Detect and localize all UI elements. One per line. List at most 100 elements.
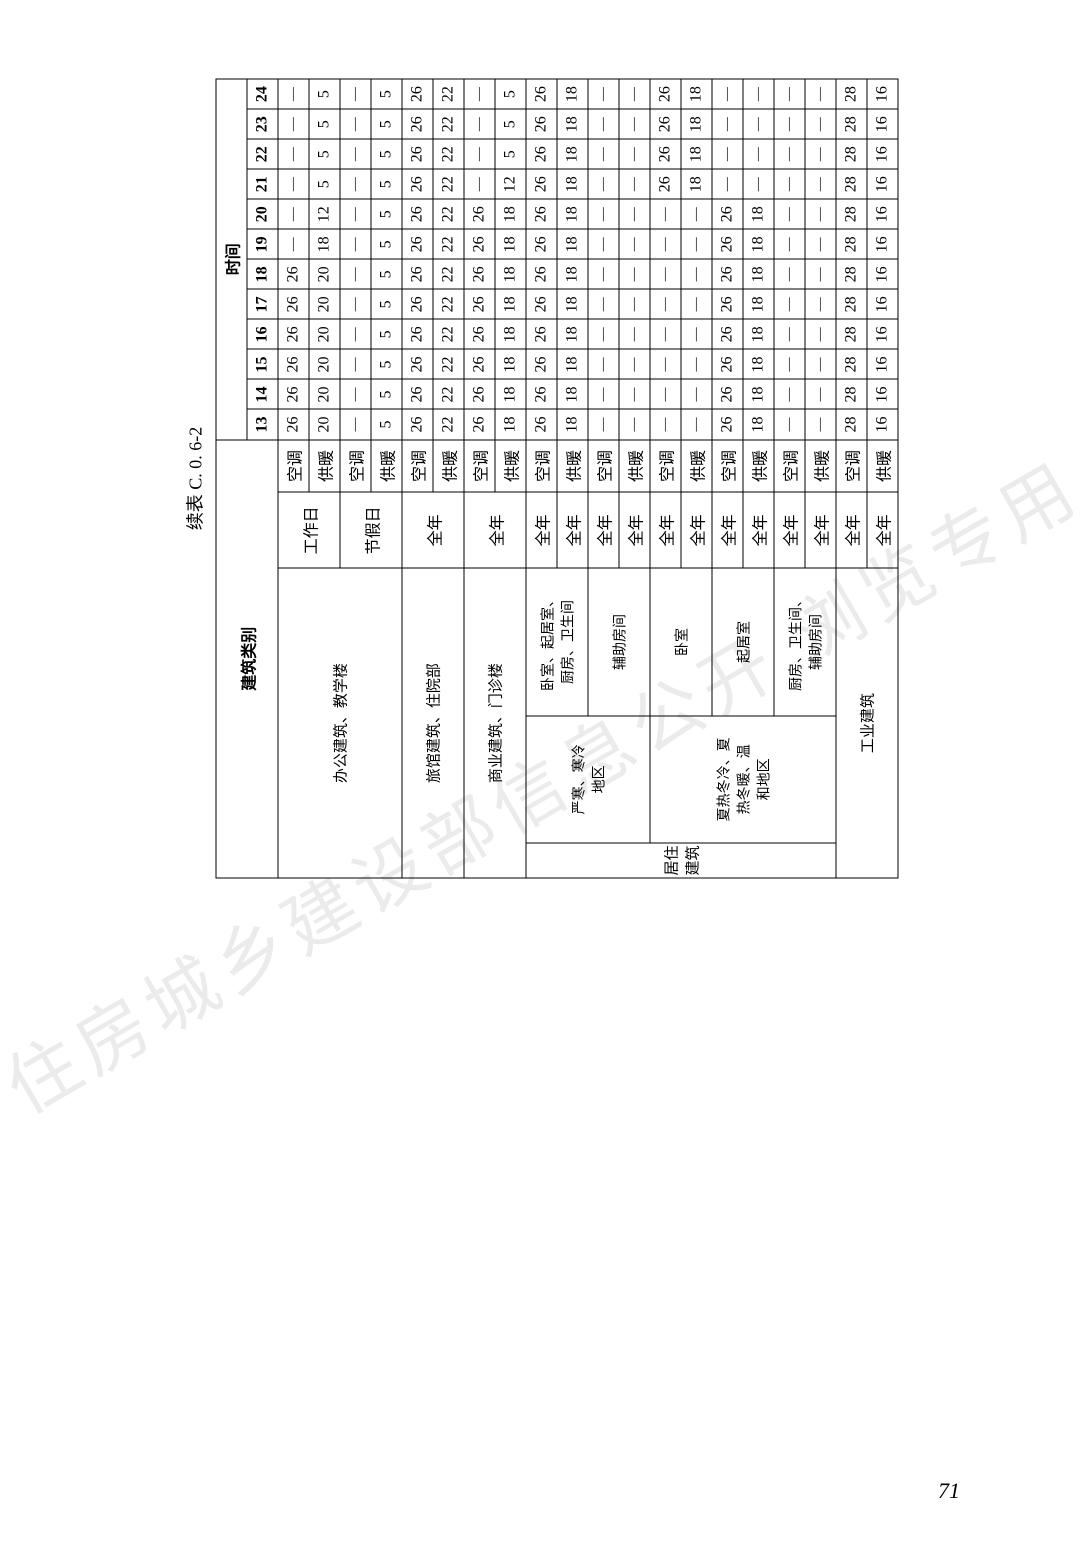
value-cell: — — [805, 259, 836, 289]
value-cell: 18 — [743, 229, 774, 259]
value-cell: 5 — [495, 139, 526, 169]
value-cell: — — [774, 379, 805, 409]
value-cell: 26 — [402, 199, 433, 229]
value-cell: — — [650, 410, 681, 440]
value-cell: 18 — [743, 379, 774, 409]
value-cell: — — [681, 379, 712, 409]
value-cell: — — [619, 410, 650, 440]
value-cell: 26 — [278, 410, 309, 440]
value-cell: — — [774, 109, 805, 139]
value-cell: 16 — [867, 139, 898, 169]
value-cell: 26 — [278, 319, 309, 349]
value-cell: — — [681, 410, 712, 440]
value-cell: 18 — [557, 319, 588, 349]
mode-cell: 供暖 — [805, 440, 836, 493]
value-cell: 26 — [278, 379, 309, 409]
value-cell: 22 — [433, 139, 464, 169]
table-row: 工业建筑 全年 空调 282828282828282828282828 — [836, 79, 867, 878]
value-cell: 18 — [495, 410, 526, 440]
value-cell: — — [619, 229, 650, 259]
value-cell: 28 — [836, 319, 867, 349]
value-cell: — — [774, 139, 805, 169]
mode-cell: 供暖 — [619, 440, 650, 493]
hour-header: 19 — [247, 229, 278, 259]
value-cell: — — [464, 169, 495, 199]
value-cell: — — [619, 319, 650, 349]
value-cell: — — [619, 169, 650, 199]
value-cell: 26 — [526, 79, 557, 109]
value-cell: 26 — [526, 259, 557, 289]
value-cell: 16 — [867, 410, 898, 440]
value-cell: — — [743, 79, 774, 109]
mode-cell: 供暖 — [309, 440, 340, 493]
value-cell: 26 — [650, 109, 681, 139]
value-cell: 16 — [867, 229, 898, 259]
value-cell: 5 — [309, 139, 340, 169]
value-cell: — — [278, 79, 309, 109]
value-cell: 18 — [557, 139, 588, 169]
hour-header: 13 — [247, 410, 278, 440]
value-cell: — — [774, 79, 805, 109]
value-cell: 28 — [836, 289, 867, 319]
value-cell: 28 — [836, 379, 867, 409]
value-cell: — — [278, 109, 309, 139]
value-cell: 26 — [402, 379, 433, 409]
table-row: 商业建筑、门诊楼 全年 空调 2626262626262626———— — [464, 79, 495, 878]
value-cell: 16 — [867, 289, 898, 319]
value-cell: — — [340, 259, 371, 289]
hour-header: 18 — [247, 259, 278, 289]
value-cell: 5 — [371, 319, 402, 349]
mode-cell: 供暖 — [557, 440, 588, 493]
value-cell: 26 — [526, 379, 557, 409]
value-cell: 18 — [495, 199, 526, 229]
value-cell: 28 — [836, 109, 867, 139]
value-cell: 26 — [464, 199, 495, 229]
value-cell: — — [464, 109, 495, 139]
day-cell: 全年 — [805, 492, 836, 568]
mode-cell: 空调 — [464, 440, 495, 493]
value-cell: — — [619, 79, 650, 109]
value-cell: 18 — [557, 229, 588, 259]
table-body: 办公建筑、教学楼 工作日 空调 262626262626—————— 供暖 20… — [278, 79, 898, 878]
time-header: 时间 — [216, 79, 247, 440]
value-cell: — — [774, 229, 805, 259]
mode-cell: 空调 — [774, 440, 805, 493]
value-cell: — — [805, 109, 836, 139]
value-cell: — — [340, 289, 371, 319]
category-header: 建筑类别 — [216, 440, 278, 878]
value-cell: 20 — [309, 319, 340, 349]
value-cell: — — [340, 349, 371, 379]
value-cell: — — [619, 379, 650, 409]
value-cell: 18 — [557, 199, 588, 229]
value-cell: — — [650, 349, 681, 379]
mode-cell: 供暖 — [433, 440, 464, 493]
value-cell: 5 — [371, 169, 402, 199]
value-cell: — — [805, 349, 836, 379]
value-cell: 26 — [278, 259, 309, 289]
value-cell: 26 — [402, 289, 433, 319]
hour-header: 20 — [247, 199, 278, 229]
value-cell: 20 — [309, 379, 340, 409]
value-cell: 16 — [867, 199, 898, 229]
sub-hot: 夏热冬冷、夏热冬暖、温和地区 — [650, 716, 836, 843]
value-cell: 5 — [371, 199, 402, 229]
value-cell: 26 — [712, 319, 743, 349]
value-cell: 20 — [309, 410, 340, 440]
day-cell: 全年 — [557, 492, 588, 568]
value-cell: 26 — [526, 199, 557, 229]
value-cell: — — [619, 199, 650, 229]
hour-header: 14 — [247, 379, 278, 409]
value-cell: 26 — [402, 79, 433, 109]
day-cell: 全年 — [867, 492, 898, 568]
day-cell: 全年 — [464, 492, 526, 568]
hour-header: 23 — [247, 109, 278, 139]
value-cell: 26 — [402, 349, 433, 379]
value-cell: — — [588, 289, 619, 319]
value-cell: 22 — [433, 109, 464, 139]
value-cell: 22 — [433, 379, 464, 409]
value-cell: — — [340, 229, 371, 259]
room-cell: 辅助房间 — [588, 568, 650, 715]
value-cell: 5 — [371, 349, 402, 379]
value-cell: — — [340, 379, 371, 409]
mode-cell: 供暖 — [495, 440, 526, 493]
